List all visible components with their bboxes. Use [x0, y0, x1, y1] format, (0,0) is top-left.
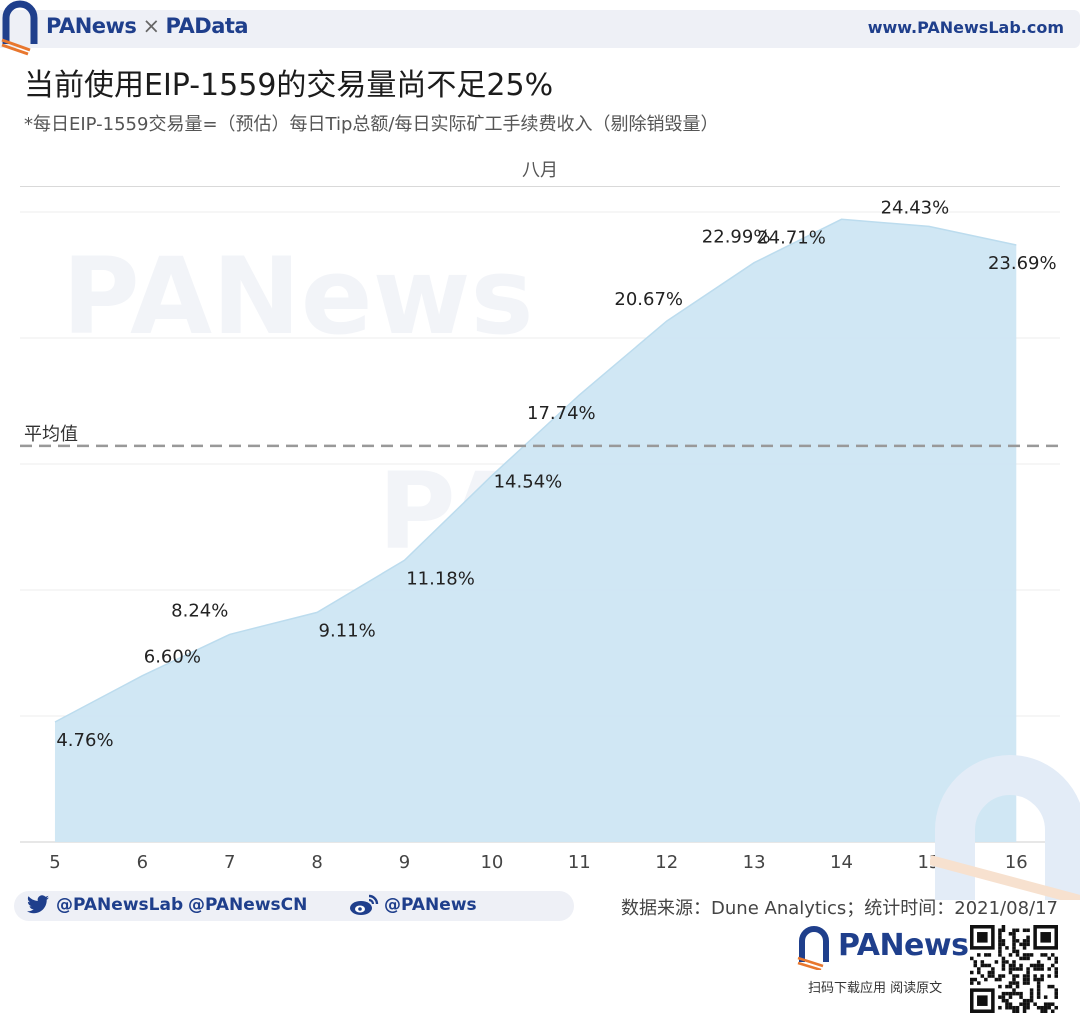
- x-tick-label: 8: [311, 852, 322, 873]
- data-label: 11.18%: [406, 568, 475, 589]
- top-banner: [0, 10, 1080, 48]
- promo-brand: PANews: [838, 928, 969, 963]
- x-tick-label: 7: [224, 852, 235, 873]
- x-tick-label: 5: [49, 852, 60, 873]
- x-tick-label: 12: [655, 852, 678, 873]
- data-label: 8.24%: [171, 600, 228, 621]
- average-line-label: 平均值: [24, 423, 78, 445]
- social-bar: [14, 891, 574, 921]
- data-label: 14.54%: [494, 472, 563, 493]
- area-series: [54, 219, 1017, 843]
- watermark-panews: PANews: [62, 235, 534, 358]
- x-tick-label: 13: [743, 852, 766, 873]
- chart-title: 当前使用EIP-1559的交易量尚不足25%: [24, 68, 554, 103]
- x-tick-label: 9: [399, 852, 410, 873]
- promo-caption: 扫码下载应用 阅读原文: [808, 981, 943, 996]
- brand-panews: PANews: [46, 14, 137, 38]
- decorative-arch-icon: [930, 755, 1080, 900]
- weibo-icon: [350, 894, 379, 915]
- area-series-outline: [54, 218, 1017, 723]
- data-label: 24.71%: [757, 227, 826, 248]
- data-label: 4.76%: [56, 730, 113, 751]
- data-label: 6.60%: [144, 647, 201, 668]
- x-axis-ticks: 5 6 7 8 9 10 11 12 13 14 15 16: [49, 852, 1028, 873]
- data-labels: 4.76% 6.60% 8.24% 9.11% 11.18% 14.54% 17.74% 20…: [56, 197, 1056, 751]
- data-label: 24.43%: [881, 197, 950, 218]
- brand-separator: ×: [142, 14, 160, 38]
- data-label: 17.74%: [527, 403, 596, 424]
- chart-subtitle: *每日EIP-1559交易量=（预估）每日Tip总额/每日实际矿工手续费收入（剔…: [24, 114, 719, 135]
- area-chart: PANewsPAData 4.76%6.60%8.24%9.11%11.18%1…: [20, 197, 1060, 873]
- site-url[interactable]: www.PANewsLab.com: [867, 18, 1064, 37]
- header-brand: PANews × PAData: [46, 14, 249, 38]
- twitter-icon: [27, 895, 49, 914]
- data-source-note: 数据来源：Dune Analytics；统计时间：2021/08/17: [621, 898, 1058, 919]
- twitter-handle-panewscn[interactable]: @PANewsCN: [188, 895, 308, 915]
- column-header-divider: [20, 186, 1060, 187]
- data-label: 22.99%: [702, 227, 771, 248]
- data-label: 20.67%: [614, 289, 683, 310]
- x-tick-label: 10: [480, 852, 503, 873]
- weibo-handle[interactable]: @PANews: [384, 895, 477, 915]
- plot-area: [54, 218, 1017, 843]
- x-tick-label: 11: [568, 852, 591, 873]
- x-tick-label: 16: [1005, 852, 1028, 873]
- promo-logo-icon: [797, 926, 829, 970]
- qr-code-icon[interactable]: [970, 925, 1060, 1013]
- column-header: 八月: [522, 160, 558, 181]
- panews-logo-icon: [1, 0, 38, 56]
- data-label: 9.11%: [319, 620, 376, 641]
- x-tick-label: 6: [137, 852, 148, 873]
- twitter-handle-panewslab[interactable]: @PANewsLab: [56, 895, 184, 915]
- brand-padata: PAData: [165, 14, 249, 38]
- x-tick-label: 14: [830, 852, 853, 873]
- data-label: 23.69%: [988, 253, 1057, 274]
